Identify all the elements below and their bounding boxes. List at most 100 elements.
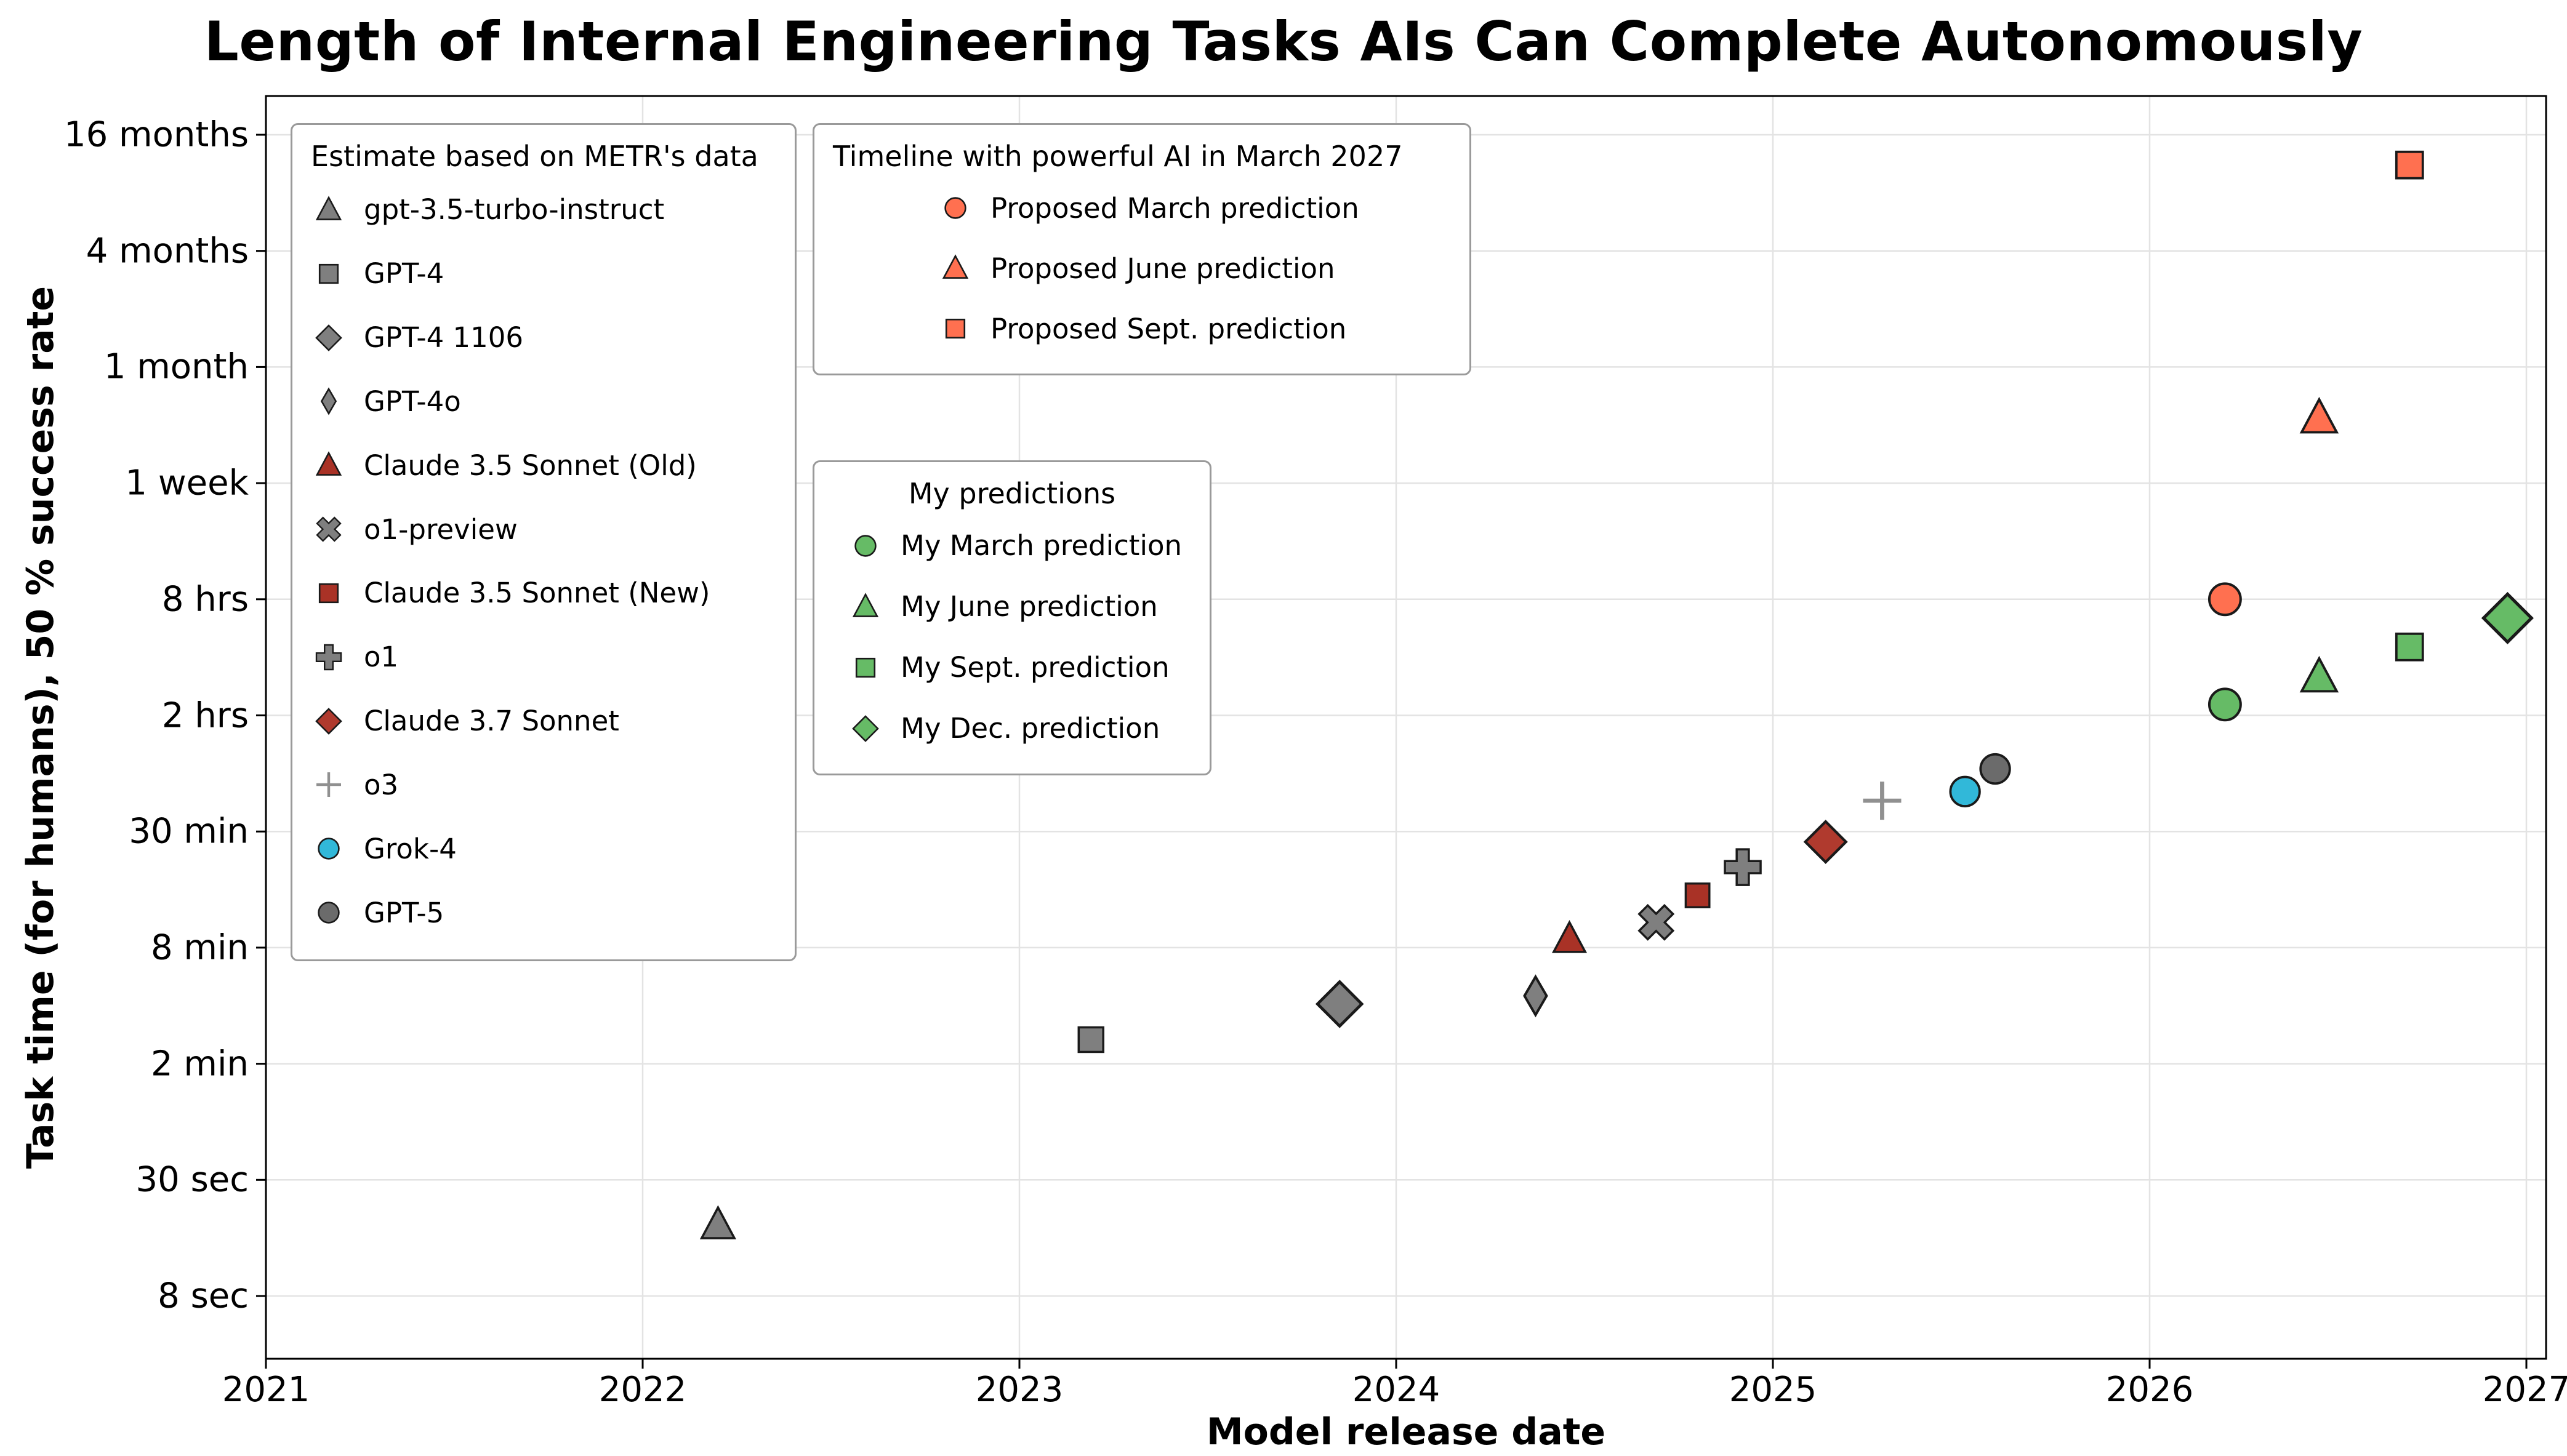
legend-entry-label: GPT-4 [364,257,444,290]
circle-marker-icon [938,191,973,225]
legend-entry: GPT-4 1106 [311,321,776,354]
legend-entry: Proposed Sept. prediction [833,312,1451,345]
legend-entry-label: GPT-4o [364,385,461,418]
data-point-gpt-4o [1523,974,1548,1018]
legend-entry: o1 [311,641,776,674]
legend-entry: Proposed March prediction [833,191,1451,225]
legend-entry: Claude 3.5 Sonnet (New) [311,577,776,610]
legend-my-predictions-entries: My March prediction My June prediction My … [833,515,1191,759]
circle-marker-icon [311,896,347,929]
y-tick-label: 2 min [150,1044,249,1084]
data-point-my-march-prediction [2207,687,2242,722]
y-tick-label: 8 sec [158,1276,249,1316]
legend-entry-label: Grok-4 [364,832,457,865]
x-bold-marker-icon [311,513,347,546]
y-tick-label: 1 week [125,463,249,503]
data-point-gpt-4-1106 [1315,980,1364,1028]
diamond-marker-icon [848,712,883,745]
legend-entry: GPT-4 [311,257,776,290]
axes-box [265,95,2547,1360]
legend-entry-label: GPT-5 [364,896,444,929]
legend-entry: gpt-3.5-turbo-instruct [311,193,776,226]
y-tick-label: 4 months [86,231,249,271]
circle-marker-icon [848,529,883,562]
y-tick-label: 1 month [103,346,249,387]
thin-diamond-marker-icon [311,385,347,418]
y-tick-label: 30 sec [135,1159,249,1200]
y-tick-label: 2 hrs [161,695,249,735]
x-tick-label: 2024 [1352,1370,1440,1410]
data-point-claude-3-7-sonnet [1803,819,1848,865]
data-point-proposed-sept-prediction [2395,150,2424,180]
legend-entry: Claude 3.5 Sonnet (Old) [311,449,776,482]
x-tick-label: 2026 [2105,1370,2194,1410]
data-point-gpt-5 [1979,753,2011,785]
data-point-my-dec-prediction [2481,591,2534,644]
data-point-gpt-3-5-turbo-instruct [699,1205,737,1239]
legend-entry-label: Proposed March prediction [990,191,1359,225]
data-point-claude-3-5-sonnet-old [1551,920,1588,953]
x-tick-label: 2021 [222,1370,310,1410]
legend-timeline-title: Timeline with powerful AI in March 2027 [833,140,1403,173]
legend-timeline-entries: Proposed March prediction Proposed June p… [833,178,1451,359]
legend-entry: o1-preview [311,513,776,546]
x-tick-label: 2027 [2482,1370,2567,1410]
legend-entry-label: My March prediction [901,529,1183,562]
legend-entry-label: Claude 3.7 Sonnet [364,705,619,738]
square-marker-icon [311,257,347,290]
triangle-marker-icon [311,449,347,482]
legend-entry-label: Proposed Sept. prediction [990,312,1347,345]
legend-entry-label: My June prediction [901,590,1158,623]
data-point-my-sept-prediction [2395,632,2424,662]
legend-entry: My Dec. prediction [833,712,1191,745]
chart-title: Length of Internal Engineering Tasks AIs… [204,10,2363,73]
legend-entry-label: o1 [364,641,399,674]
x-tick-label: 2025 [1729,1370,1817,1410]
legend-entry-label: o1-preview [364,513,518,546]
y-tick-label: 8 min [150,927,249,968]
legend-entry-label: o3 [364,768,399,801]
data-point-claude-3-5-sonnet-new [1684,882,1711,908]
data-point-o3 [1863,782,1902,820]
legend-entry: GPT-4o [311,385,776,418]
square-marker-icon [848,651,883,684]
legend-metr-entries: gpt-3.5-turbo-instruct GPT-4 GPT-4 1106 GPT… [311,178,776,945]
legend-entry: My Sept. prediction [833,651,1191,684]
data-point-proposed-june-prediction [2299,396,2339,434]
y-axis-label: Task time (for humans), 50 % success rat… [19,286,62,1169]
y-tick-label: 16 months [64,114,249,155]
legend-entry: Claude 3.7 Sonnet [311,705,776,738]
data-point-gpt-4 [1077,1026,1105,1054]
legend-entry: Grok-4 [311,832,776,865]
legend-entry: My March prediction [833,529,1191,562]
x-axis-label: Model release date [1206,1410,1606,1454]
plus-bold-marker-icon [311,641,347,674]
data-point-o1-preview [1637,903,1675,941]
legend-entry-label: My Dec. prediction [901,712,1160,745]
x-tick-label: 2023 [975,1370,1064,1410]
diamond-marker-icon [311,321,347,354]
legend-entry: My June prediction [833,590,1191,623]
legend-entry-label: GPT-4 1106 [364,321,524,354]
triangle-marker-icon [848,590,883,623]
diamond-marker-icon [311,705,347,738]
legend-metr-estimates: Estimate based on METR's data gpt-3.5-tu… [291,123,797,961]
square-marker-icon [311,577,347,610]
legend-entry-label: gpt-3.5-turbo-instruct [364,193,665,226]
legend-metr-title: Estimate based on METR's data [311,140,758,173]
legend-entry-label: Claude 3.5 Sonnet (Old) [364,449,697,482]
legend-timeline-2027: Timeline with powerful AI in March 2027 … [813,123,1471,375]
legend-entry: GPT-5 [311,896,776,929]
x-tick-label: 2022 [598,1370,687,1410]
legend-entry: o3 [311,768,776,801]
plus-thin-marker-icon [311,768,347,801]
legend-entry: Proposed June prediction [833,252,1451,285]
y-tick-label: 30 min [129,811,249,852]
legend-entry-label: Proposed June prediction [990,252,1335,285]
data-point-grok-4 [1949,775,1981,807]
square-marker-icon [938,312,973,345]
legend-my-predictions: My predictions My March prediction My Jun… [813,460,1211,775]
legend-my-predictions-title: My predictions [908,477,1116,510]
y-tick-label: 8 hrs [161,579,249,620]
